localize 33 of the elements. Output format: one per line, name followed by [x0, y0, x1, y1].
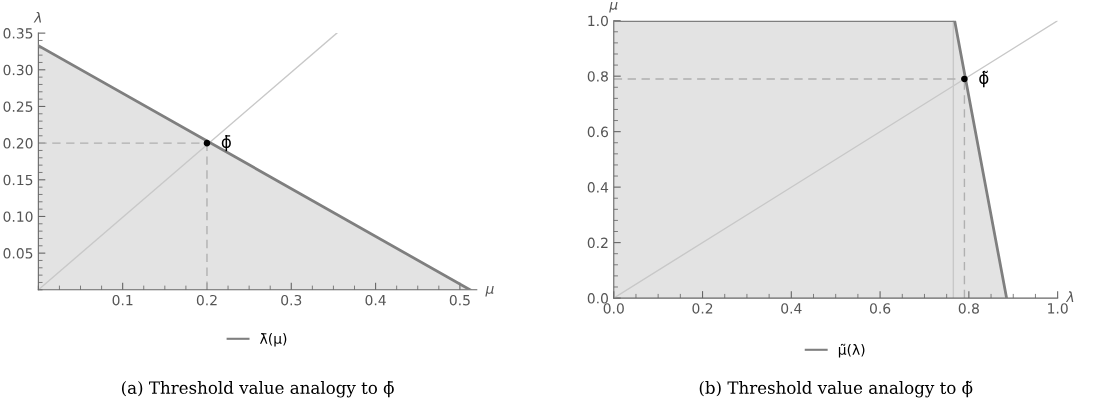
text: (a) Threshold value analogy to ϕ̄ [121, 381, 394, 398]
x-tick-label: 0.2 [196, 294, 217, 306]
x-tick-label: 1.0 [1048, 303, 1068, 314]
y-tick-label: 0.6 [587, 126, 609, 138]
x-tick-label: 0.6 [869, 303, 891, 314]
x-tick-label: 0.5 [449, 294, 470, 306]
y-axis-title: μ [609, 1, 618, 13]
x-tick-label: 0.4 [781, 303, 802, 314]
y-axis-title: λ [33, 11, 42, 23]
y-tick-label: 0.35 [3, 28, 33, 39]
x-tick-label: 0.4 [365, 294, 386, 306]
text: (b) Threshold value analogy to ϕ̃ [699, 380, 973, 398]
y-tick-label: 0.20 [3, 138, 33, 149]
x-tick-label: 0.8 [958, 303, 979, 314]
x-tick-label: 0.0 [603, 303, 624, 314]
legend-label: λ̄(μ) [260, 333, 287, 347]
x-tick-label: 0.3 [281, 294, 302, 306]
y-tick-label: 0.30 [3, 64, 33, 76]
y-tick-label: 1.0 [588, 15, 608, 27]
annotation: ϕ̃ [979, 70, 989, 88]
x-tick-label: 0.1 [112, 294, 133, 306]
y-tick-label: 0.15 [3, 174, 33, 186]
y-tick-label: 0.05 [3, 248, 33, 259]
x-axis-title: λ [1065, 291, 1074, 302]
x-tick-label: 0.2 [692, 303, 713, 314]
y-tick-label: 0.10 [3, 211, 33, 222]
y-tick-label: 0.4 [587, 182, 609, 193]
x-axis-title: μ [485, 286, 494, 297]
legend-label: μ̃(λ) [838, 343, 865, 358]
y-tick-label: 0.2 [587, 237, 608, 249]
y-tick-label: 0.25 [3, 101, 33, 112]
annotation: ϕ̄ [221, 135, 231, 152]
y-tick-label: 0.8 [587, 71, 608, 82]
